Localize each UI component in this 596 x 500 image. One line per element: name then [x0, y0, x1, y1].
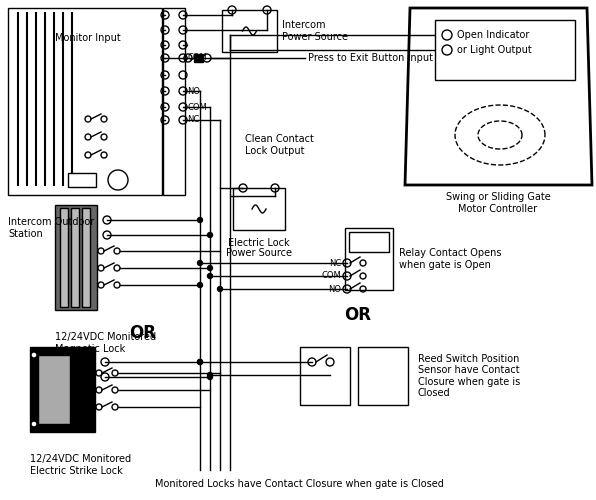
Bar	[233, 188, 285, 230]
Text: Electric Lock: Electric Lock	[228, 238, 290, 248]
Bar	[349, 232, 389, 252]
Bar	[60, 208, 68, 307]
Circle shape	[197, 260, 203, 266]
Bar	[358, 347, 408, 405]
Bar	[82, 208, 90, 307]
Bar	[222, 10, 277, 52]
Text: Relay Contact Opens
when gate is Open: Relay Contact Opens when gate is Open	[399, 248, 501, 270]
Circle shape	[31, 421, 37, 427]
Bar	[30, 347, 95, 432]
Circle shape	[218, 286, 222, 292]
Text: NC: NC	[187, 116, 199, 124]
Text: OR: OR	[344, 306, 371, 324]
Text: Swing or Sliding Gate
Motor Controller: Swing or Sliding Gate Motor Controller	[446, 192, 550, 214]
Text: 12/24VDC Monitored
Magnetic Lock: 12/24VDC Monitored Magnetic Lock	[55, 332, 156, 353]
Text: NO: NO	[328, 284, 341, 294]
Circle shape	[207, 232, 213, 237]
Circle shape	[197, 360, 203, 364]
Text: Clean Contact
Lock Output: Clean Contact Lock Output	[245, 134, 314, 156]
Text: Intercom Outdoor
Station: Intercom Outdoor Station	[8, 217, 94, 238]
Bar	[68, 173, 96, 187]
Bar	[71, 208, 79, 307]
Text: or Light Output: or Light Output	[457, 45, 532, 55]
Text: COM: COM	[321, 272, 341, 280]
Text: NC: NC	[329, 258, 341, 268]
Text: 12/24VDC Monitored
Electric Strike Lock: 12/24VDC Monitored Electric Strike Lock	[30, 454, 131, 475]
Text: Monitor Input: Monitor Input	[55, 33, 121, 43]
Circle shape	[197, 360, 203, 364]
Text: Intercom: Intercom	[282, 20, 325, 30]
Bar	[345, 228, 393, 290]
Polygon shape	[405, 8, 592, 185]
Bar	[55, 205, 97, 310]
Text: Power Source: Power Source	[282, 32, 348, 42]
Text: Press to Exit Button Input: Press to Exit Button Input	[308, 53, 433, 63]
Text: COM: COM	[187, 54, 207, 62]
Bar	[38, 355, 70, 424]
Text: COM: COM	[187, 102, 207, 112]
Circle shape	[197, 218, 203, 222]
Text: Open Indicator: Open Indicator	[457, 30, 529, 40]
Circle shape	[207, 372, 213, 378]
Text: OR: OR	[129, 324, 157, 342]
Bar	[194, 54, 203, 62]
Circle shape	[31, 352, 37, 358]
Bar	[163, 8, 185, 195]
Bar	[435, 20, 575, 80]
Bar	[8, 8, 162, 195]
Bar	[300, 347, 350, 405]
Text: Power Source: Power Source	[226, 248, 292, 258]
Circle shape	[197, 282, 203, 288]
Circle shape	[207, 274, 213, 278]
Circle shape	[207, 266, 213, 270]
Circle shape	[207, 374, 213, 380]
Text: NO: NO	[187, 86, 200, 96]
Text: Monitored Locks have Contact Closure when gate is Closed: Monitored Locks have Contact Closure whe…	[155, 479, 444, 489]
Text: Reed Switch Position
Sensor have Contact
Closure when gate is
Closed: Reed Switch Position Sensor have Contact…	[418, 354, 520, 399]
